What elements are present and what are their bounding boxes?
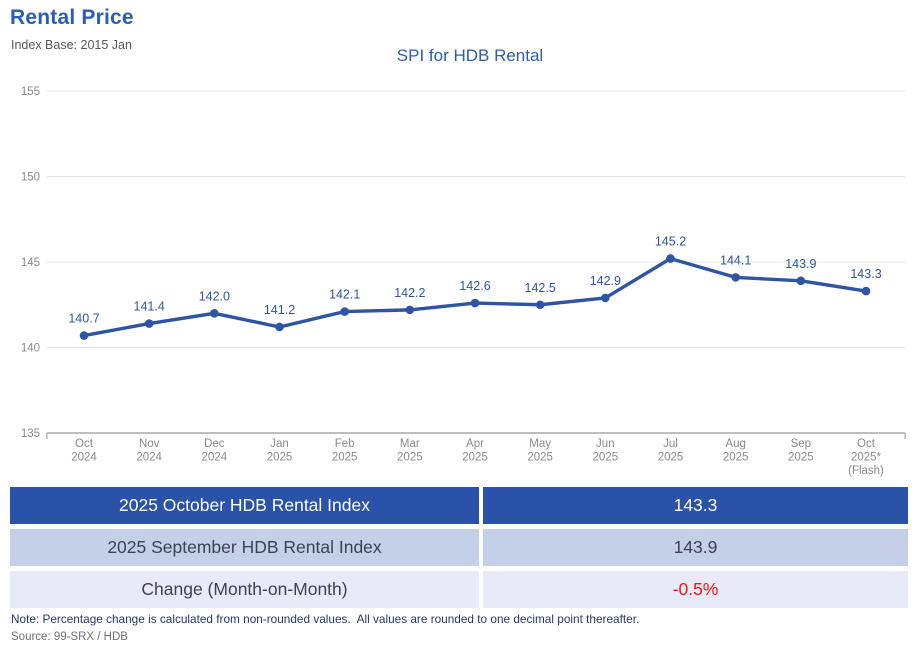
source-credit: Source: 99-SRX / HDB [11,631,128,643]
data-point-label: 144.1 [720,253,751,267]
x-axis-tick-label: May 2025 [527,438,553,464]
data-point-label: 142.2 [394,286,425,300]
y-axis-tick-label: 155 [21,86,40,98]
x-axis-tick-label: Jan 2025 [267,438,293,464]
data-point [79,331,89,340]
data-point-label: 141.2 [264,303,295,317]
data-point-label: 142.9 [590,274,621,288]
chart-title: SPI for HDB Rental [396,46,544,65]
summary-row-september-value: 143.9 [483,529,908,566]
summary-row-october-value: 143.3 [483,487,908,524]
data-point-label: 143.3 [850,267,881,281]
data-point [535,300,545,310]
data-point-label: 142.5 [525,281,556,295]
data-point [470,298,480,308]
data-point [796,276,806,286]
data-point [861,286,871,296]
data-point [340,307,349,316]
page-title: Rental Price [10,6,134,29]
x-axis-tick-label: Mar 2025 [397,438,423,464]
data-point [405,305,415,315]
y-axis-tick-label: 135 [21,428,40,440]
x-axis-tick-label: Sep 2025 [788,438,814,464]
x-axis-tick-label: Aug 2025 [723,438,749,464]
x-axis-tick-label: Dec 2024 [202,438,228,464]
data-point [275,322,284,332]
data-point-label: 142.1 [329,288,360,302]
data-point-label: 142.0 [199,289,230,303]
y-axis-tick-label: 145 [21,257,40,269]
y-axis-tick-label: 150 [21,172,40,184]
data-point-label: 143.9 [785,257,816,271]
data-point [666,254,675,263]
summary-row-september-label: 2025 September HDB Rental Index [10,529,479,566]
data-point [144,319,154,328]
x-axis-tick-label: Jun 2025 [593,438,619,464]
data-point-label: 145.2 [655,235,686,249]
x-axis-tick-label: Feb 2025 [332,438,358,464]
data-point-label: 140.7 [68,312,99,326]
footnote: Note: Percentage change is calculated fr… [11,612,640,626]
data-point-label: 142.6 [459,279,490,293]
data-point [210,309,219,318]
x-axis-tick-label: Nov 2024 [136,438,162,464]
index-base-subtitle: Index Base: 2015 Jan [11,38,132,52]
summary-table: 2025 October HDB Rental Index 143.3 2025… [10,487,908,608]
summary-row-change-label: Change (Month-on-Month) [10,571,479,608]
summary-row-october-label: 2025 October HDB Rental Index [10,487,479,524]
x-axis-tick-label: Apr 2025 [462,438,488,464]
data-point [731,273,740,282]
x-axis-tick-label: Oct 2025* (Flash) [848,438,884,477]
data-point-label: 141.4 [134,300,165,314]
data-point [601,293,610,303]
hdb-rental-index-line-chart: 135 140 145 150 155 Oct 2024 Nov 2024 Dec 2024 Jan 2… [21,86,906,477]
summary-row-change-value: -0.5% [483,571,908,608]
x-axis-tick-label: Oct 2024 [71,438,97,464]
y-axis-tick-label: 140 [21,343,40,355]
x-axis-tick-label: Jul 2025 [658,438,684,464]
